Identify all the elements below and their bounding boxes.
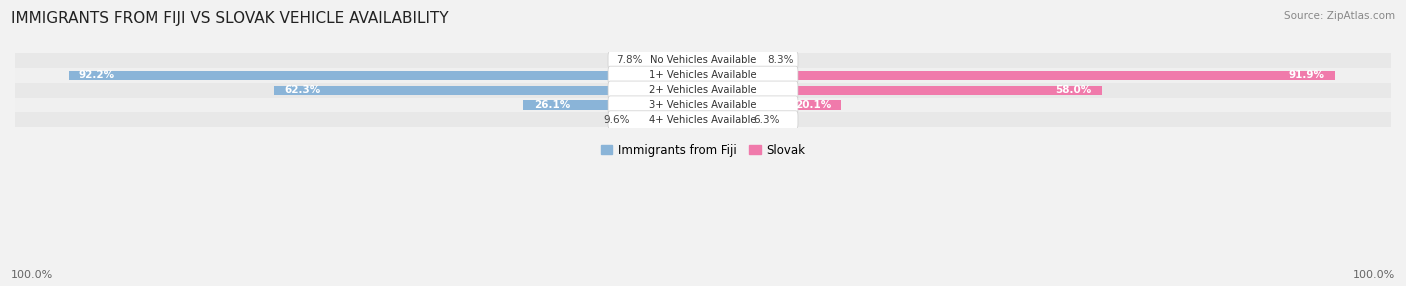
FancyBboxPatch shape bbox=[607, 81, 799, 99]
Bar bbox=[650, 56, 703, 65]
Bar bbox=[703, 56, 761, 65]
Text: 100.0%: 100.0% bbox=[11, 270, 53, 280]
Bar bbox=[15, 112, 1391, 127]
Text: 26.1%: 26.1% bbox=[534, 100, 569, 110]
Text: 92.2%: 92.2% bbox=[79, 70, 115, 80]
Text: 8.3%: 8.3% bbox=[768, 55, 793, 65]
Bar bbox=[703, 71, 1336, 80]
Text: 4+ Vehicles Available: 4+ Vehicles Available bbox=[650, 115, 756, 125]
Legend: Immigrants from Fiji, Slovak: Immigrants from Fiji, Slovak bbox=[596, 139, 810, 162]
Bar bbox=[274, 86, 703, 95]
FancyBboxPatch shape bbox=[607, 51, 799, 69]
Text: 7.8%: 7.8% bbox=[616, 55, 643, 65]
Text: 3+ Vehicles Available: 3+ Vehicles Available bbox=[650, 100, 756, 110]
FancyBboxPatch shape bbox=[607, 111, 799, 129]
Text: 91.9%: 91.9% bbox=[1289, 70, 1324, 80]
Text: 20.1%: 20.1% bbox=[794, 100, 831, 110]
Bar bbox=[15, 53, 1391, 68]
Bar bbox=[15, 83, 1391, 98]
Text: 58.0%: 58.0% bbox=[1056, 85, 1091, 95]
Text: No Vehicles Available: No Vehicles Available bbox=[650, 55, 756, 65]
Bar bbox=[703, 86, 1102, 95]
Text: 2+ Vehicles Available: 2+ Vehicles Available bbox=[650, 85, 756, 95]
Text: Source: ZipAtlas.com: Source: ZipAtlas.com bbox=[1284, 11, 1395, 21]
Bar bbox=[703, 115, 747, 124]
Bar bbox=[637, 115, 703, 124]
FancyBboxPatch shape bbox=[607, 66, 799, 84]
Bar bbox=[15, 98, 1391, 112]
Text: IMMIGRANTS FROM FIJI VS SLOVAK VEHICLE AVAILABILITY: IMMIGRANTS FROM FIJI VS SLOVAK VEHICLE A… bbox=[11, 11, 449, 26]
Bar bbox=[15, 68, 1391, 83]
Text: 6.3%: 6.3% bbox=[754, 115, 780, 125]
Text: 100.0%: 100.0% bbox=[1353, 270, 1395, 280]
Text: 1+ Vehicles Available: 1+ Vehicles Available bbox=[650, 70, 756, 80]
Text: 9.6%: 9.6% bbox=[603, 115, 630, 125]
Bar bbox=[523, 100, 703, 110]
Bar bbox=[69, 71, 703, 80]
FancyBboxPatch shape bbox=[607, 96, 799, 114]
Text: 62.3%: 62.3% bbox=[284, 85, 321, 95]
Bar bbox=[703, 100, 841, 110]
